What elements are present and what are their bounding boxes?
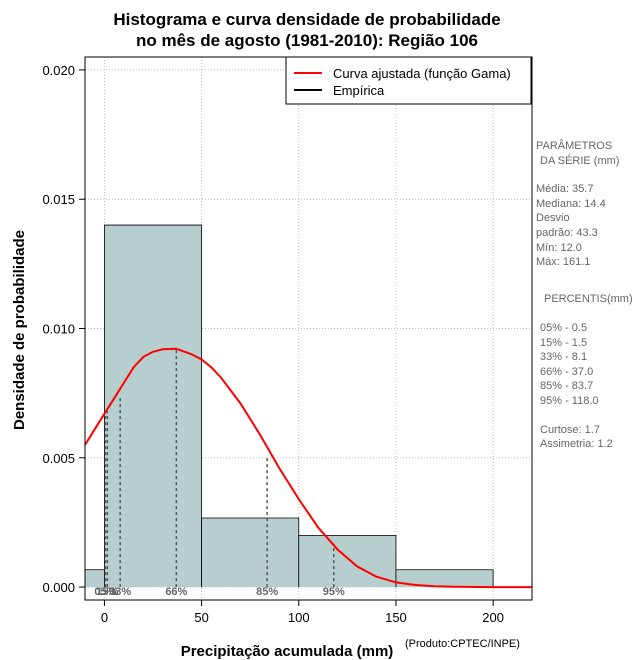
percentile-95: 95% - 118.0 xyxy=(540,394,599,407)
percentile-lines xyxy=(104,348,335,588)
percentile-66: 66% - 37.0 xyxy=(540,365,594,378)
x-tick-label: 0 xyxy=(101,610,108,625)
percentile-label: 05% xyxy=(94,586,116,598)
percentile-15: 15% - 1.5 xyxy=(540,336,588,349)
percentile-label: 85% xyxy=(256,586,278,598)
legend-box xyxy=(285,56,532,105)
percentile-85: 85% - 83.7 xyxy=(540,380,594,393)
percentile-label: 95% xyxy=(323,586,345,598)
axes: 0 50 100 150 200 0.000 0.005 0.010 0.015 0.020 xyxy=(42,63,504,625)
series-parameters-panel: PARÂMETROS DA SÉRIE (mm) Média: 35.7 Med… xyxy=(536,139,619,270)
x-tick-label: 150 xyxy=(385,610,407,625)
params-title-line2: DA SÉRIE (mm) xyxy=(540,154,620,167)
x-tick-label: 50 xyxy=(194,610,208,625)
chart-title-line2: no mês de agosto (1981-2010): Região 106 xyxy=(136,31,478,50)
param-desvio: Desvio xyxy=(536,212,570,225)
histogram-bar-outline xyxy=(104,224,203,588)
x-tick-label: 100 xyxy=(288,610,310,625)
x-axis-label: Precipitação acumulada (mm) xyxy=(181,643,394,660)
legend-curve-label: Curva ajustada (função Gama) xyxy=(333,66,511,81)
percentile-label: 15% xyxy=(96,586,118,598)
y-tick-label: 0.000 xyxy=(42,580,75,595)
param-padrao: padrão: 43.3 xyxy=(536,226,598,239)
percentile-33: 33% - 8.1 xyxy=(540,351,588,364)
fitted-gamma-curve xyxy=(84,347,532,589)
histogram-bar-outline xyxy=(298,534,397,588)
histogram-bar xyxy=(395,569,494,588)
histogram-bar-outline xyxy=(395,569,494,588)
percentile-05: 05% - 0.5 xyxy=(540,322,588,334)
histogram-bar xyxy=(298,535,396,588)
y-tick-label: 0.005 xyxy=(42,451,75,466)
percentile-labels: 05%15%33% 66% 85% 95% xyxy=(94,586,345,598)
param-min: Mín: 12.0 xyxy=(536,241,582,254)
histogram-bar xyxy=(85,569,105,588)
histogram-bars xyxy=(84,224,494,588)
x-tick-label: 200 xyxy=(482,610,504,625)
stat-curtose: Curtose: 1.7 xyxy=(540,423,600,436)
stat-assimetria: Assimetria: 1.2 xyxy=(540,438,613,451)
credit-label: (Produto:CPTEC/INPE) xyxy=(405,638,520,650)
param-mediana: Mediana: 14.4 xyxy=(536,197,606,210)
chart-title-line1: Histograma e curva densidade de probabil… xyxy=(113,10,500,29)
histogram-bar xyxy=(201,518,299,588)
percentile-label: 66% xyxy=(165,586,187,598)
legend-empirical-label: Empírica xyxy=(333,83,385,98)
y-tick-label: 0.010 xyxy=(42,322,75,337)
percentiles-title: PERCENTIS(mm) xyxy=(544,293,633,305)
params-title-line1: PARÂMETROS xyxy=(536,140,613,152)
param-media: Média: 35.7 xyxy=(536,183,594,196)
y-tick-label: 0.020 xyxy=(42,63,75,78)
percentile-label: 33% xyxy=(109,586,131,598)
param-max: Máx: 161.1 xyxy=(536,256,591,269)
y-tick-label: 0.015 xyxy=(42,192,75,207)
y-axis-label: Densidade de probabilidade xyxy=(11,230,28,430)
histogram-bar xyxy=(104,225,202,588)
legend: Curva ajustada (função Gama) Empírica xyxy=(285,56,532,105)
percentiles-panel: 05% - 0.5 15% - 1.5 33% - 8.1 66% - 37.0… xyxy=(540,321,613,452)
